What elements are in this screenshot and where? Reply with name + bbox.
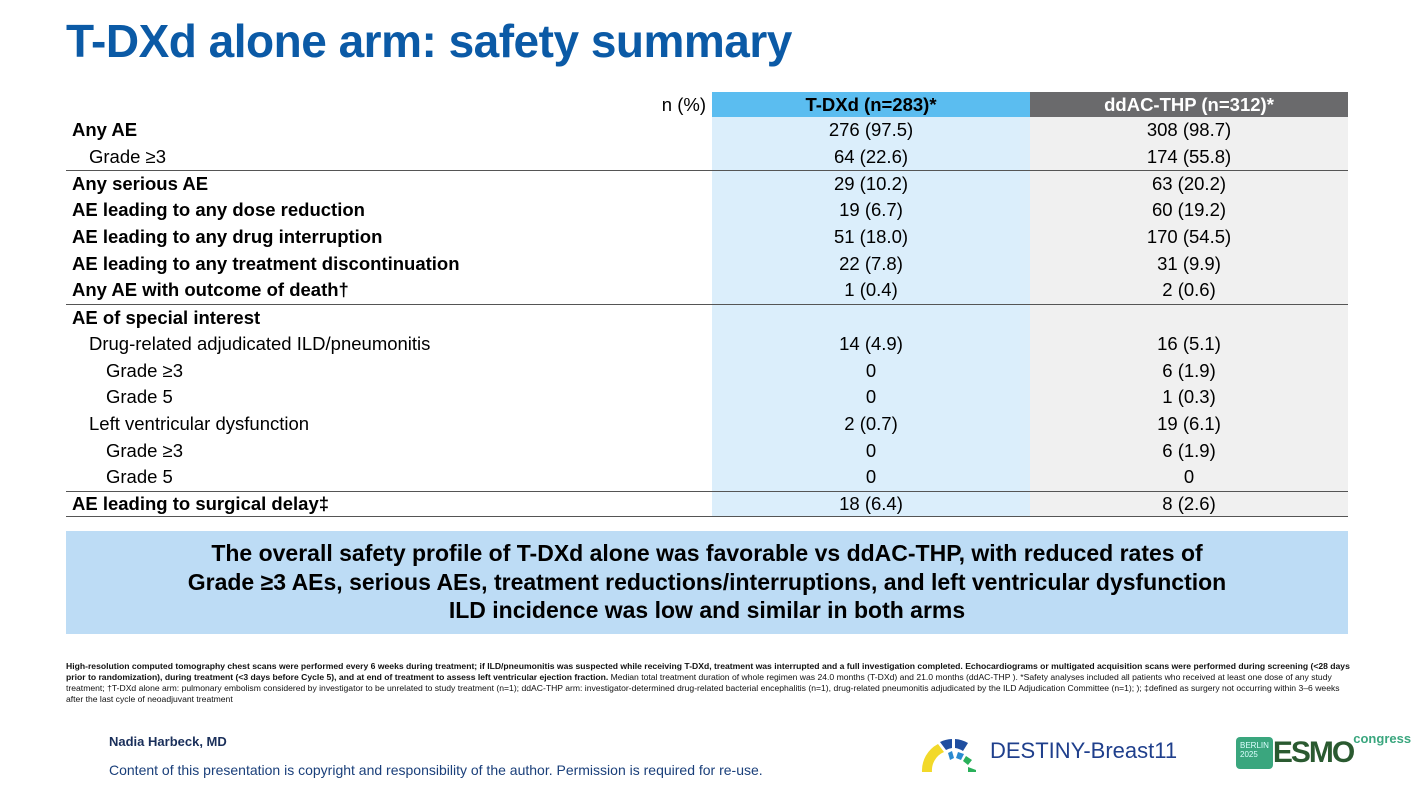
ddac-thp-value: 8 (2.6) <box>1030 491 1348 517</box>
table-row: Grade ≥3 64 (22.6) 174 (55.8) <box>66 143 1348 171</box>
table-row: Any AE 276 (97.5) 308 (98.7) <box>66 117 1348 144</box>
ddac-thp-value: 60 (19.2) <box>1030 197 1348 224</box>
ddac-thp-value: 0 <box>1030 463 1348 491</box>
row-label: AE leading to surgical delay‡ <box>72 492 330 514</box>
tdxd-value: 64 (22.6) <box>712 143 1030 171</box>
ddac-thp-value: 308 (98.7) <box>1030 117 1348 144</box>
table-row: Left ventricular dysfunction 2 (0.7) 19 (6… <box>66 410 1348 438</box>
esmo-congress-logo: BERLIN 2025 ESMO congress <box>1236 731 1411 769</box>
row-label: Drug-related adjudicated ILD/pneumonitis <box>89 332 431 354</box>
table-row: AE leading to any treatment discontinuat… <box>66 250 1348 278</box>
banner-line: The overall safety profile of T-DXd alon… <box>211 540 1203 566</box>
safety-table: n (%) T-DXd (n=283)* ddAC-THP (n=312)* A… <box>66 92 1348 518</box>
tdxd-value: 276 (97.5) <box>712 117 1030 144</box>
table-row: Grade ≥3 0 6 (1.9) <box>66 437 1348 464</box>
year-text: 2025 <box>1240 750 1258 759</box>
ddac-thp-value: 174 (55.8) <box>1030 143 1348 171</box>
ddac-thp-value: 6 (1.9) <box>1030 437 1348 464</box>
destiny-breast11-logo: DESTINY-Breast11 <box>918 730 1177 772</box>
ddac-thp-value: 6 (1.9) <box>1030 357 1348 384</box>
table-row: Grade ≥3 0 6 (1.9) <box>66 357 1348 384</box>
tdxd-value: 29 (10.2) <box>712 171 1030 198</box>
row-label: Grade ≥3 <box>106 359 183 381</box>
footnote: High-resolution computed tomography ches… <box>66 661 1356 705</box>
ddac-thp-value <box>1030 304 1348 331</box>
footnote-text: Median total treatment duration of whole… <box>66 672 1340 704</box>
ddac-thp-value: 19 (6.1) <box>1030 410 1348 438</box>
ddac-thp-value: 1 (0.3) <box>1030 383 1348 411</box>
ddac-thp-value: 16 (5.1) <box>1030 330 1348 358</box>
row-label: Grade ≥3 <box>106 439 183 461</box>
banner-line: ILD incidence was low and similar in bot… <box>448 597 966 623</box>
destiny-text: DESTINY-Breast11 <box>990 738 1178 763</box>
congress-text: congress <box>1353 731 1412 746</box>
row-label: AE leading to any dose reduction <box>72 199 365 221</box>
table-row: AE leading to any drug interruption 51 (1… <box>66 223 1348 251</box>
row-label: AE of special interest <box>72 306 261 328</box>
row-label: AE leading to any treatment discontinuat… <box>72 252 460 274</box>
tdxd-value: 0 <box>712 437 1030 464</box>
row-label: Any AE with outcome of death† <box>72 279 349 301</box>
header-ddac-thp: ddAC-THP (n=312)* <box>1030 92 1348 117</box>
table-row: AE leading to any dose reduction 19 (6.7)… <box>66 197 1348 224</box>
copyright: Content of this presentation is copyrigh… <box>109 762 763 778</box>
tdxd-value: 0 <box>712 463 1030 491</box>
tdxd-value: 1 (0.4) <box>712 277 1030 304</box>
tdxd-value: 14 (4.9) <box>712 330 1030 358</box>
table-row: AE of special interest <box>66 303 1348 331</box>
tdxd-value: 18 (6.4) <box>712 491 1030 517</box>
table-row: Any AE with outcome of death† 1 (0.4) 2 (0… <box>66 277 1348 304</box>
banner-line: Grade ≥3 AEs, serious AEs, treatment red… <box>187 568 1227 595</box>
table-header: n (%) T-DXd (n=283)* ddAC-THP (n=312)* <box>66 92 1348 117</box>
table-row: Any serious AE 29 (10.2) 63 (20.2) <box>66 170 1348 198</box>
tdxd-value: 0 <box>712 383 1030 411</box>
esmo-text: ESMO <box>1272 736 1355 769</box>
author: Nadia Harbeck, MD <box>109 734 227 749</box>
header-tdxd: T-DXd (n=283)* <box>712 92 1030 117</box>
tdxd-value: 22 (7.8) <box>712 250 1030 278</box>
page-title: T-DXd alone arm: safety summary <box>66 15 792 67</box>
header-label: n (%) <box>661 93 706 115</box>
row-label: Grade 5 <box>106 466 173 488</box>
row-label: Grade ≥3 <box>89 146 166 168</box>
tdxd-value: 2 (0.7) <box>712 410 1030 438</box>
tdxd-value: 0 <box>712 357 1030 384</box>
row-label: Any serious AE <box>72 173 209 195</box>
berlin-text: BERLIN <box>1240 741 1269 750</box>
tdxd-value: 19 (6.7) <box>712 197 1030 224</box>
row-label: Left ventricular dysfunction <box>89 412 310 434</box>
tdxd-value <box>712 304 1030 331</box>
ddac-thp-value: 2 (0.6) <box>1030 277 1348 304</box>
arc-logo-icon <box>921 739 976 772</box>
row-label: Grade 5 <box>106 386 173 408</box>
table-row: Drug-related adjudicated ILD/pneumonitis… <box>66 330 1348 358</box>
berlin-badge: BERLIN 2025 <box>1236 737 1273 769</box>
conclusion-banner: The overall safety profile of T-DXd alon… <box>66 531 1348 634</box>
footnote-bold: High-resolution computed tomography ches… <box>66 661 1350 682</box>
tdxd-value: 51 (18.0) <box>712 223 1030 251</box>
ddac-thp-value: 31 (9.9) <box>1030 250 1348 278</box>
row-label: Any AE <box>72 119 138 141</box>
row-label: AE leading to any drug interruption <box>72 226 383 248</box>
ddac-thp-value: 170 (54.5) <box>1030 223 1348 251</box>
ddac-thp-value: 63 (20.2) <box>1030 171 1348 198</box>
table-row: AE leading to surgical delay‡ 18 (6.4) 8 (… <box>66 490 1348 518</box>
